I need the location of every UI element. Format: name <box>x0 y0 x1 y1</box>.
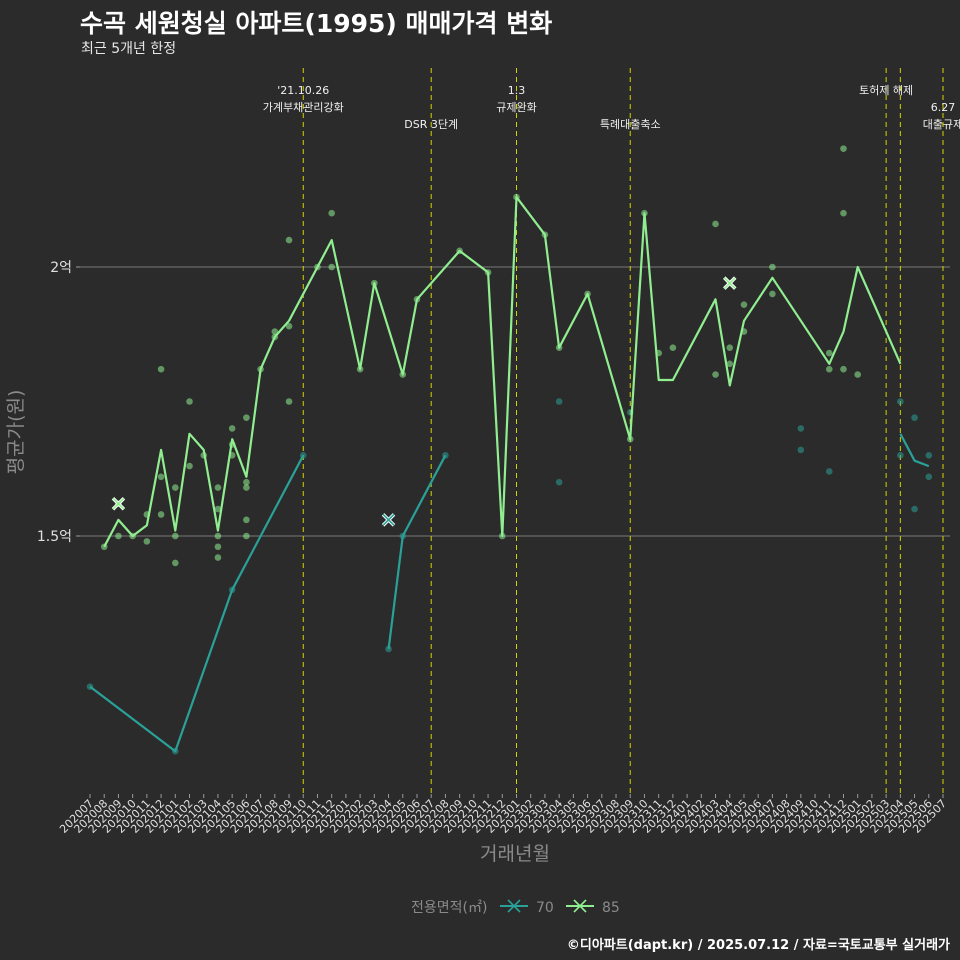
legend-title: 전용면적(㎡) <box>411 900 487 916</box>
event-label: 토허제 해제 <box>859 83 913 97</box>
source-caption: ©디아파트(dapt.kr) / 2025.07.12 / 자료=국토교통부 실… <box>566 938 950 953</box>
legend-label-85: 85 <box>602 900 620 916</box>
data-point-70 <box>897 398 904 405</box>
data-point-70 <box>555 478 563 486</box>
data-point-85 <box>214 543 222 551</box>
data-point-85 <box>271 328 279 335</box>
y-axis-label: 평균가(원) <box>5 390 27 475</box>
y-tick-label: 2억 <box>50 260 72 276</box>
data-point-85 <box>769 290 776 298</box>
data-point-85 <box>840 365 847 373</box>
legend-key-cross <box>507 899 521 913</box>
data-point-85 <box>285 398 293 405</box>
event-label: 가계부채관리강화 <box>263 101 344 114</box>
data-point-85 <box>769 263 776 271</box>
data-point-85 <box>285 322 293 330</box>
data-point-85 <box>726 360 734 368</box>
series-line-70 <box>89 454 305 753</box>
data-point-70 <box>911 505 918 513</box>
data-point-70 <box>911 414 918 421</box>
data-point-85 <box>243 484 250 491</box>
series-line-85 <box>103 196 902 548</box>
data-point-85 <box>214 505 222 513</box>
data-point-85 <box>214 554 222 561</box>
event-label: 1.3 <box>508 84 526 97</box>
cross-marker-85 <box>111 496 126 511</box>
chart-title: 수곡 세원청실 아파트(1995) 매매가격 변화 <box>80 9 553 38</box>
data-point-85 <box>825 365 833 373</box>
data-point-85 <box>157 365 165 373</box>
data-point-70 <box>897 452 904 459</box>
data-point-85 <box>712 371 719 378</box>
legend-key-cross <box>573 899 587 913</box>
data-point-70 <box>825 468 833 475</box>
data-point-85 <box>214 484 222 491</box>
data-point-85 <box>840 209 847 217</box>
event-label: 특례대출축소 <box>600 118 661 131</box>
data-point-85 <box>172 484 179 491</box>
data-point-70 <box>797 425 805 432</box>
data-point-85 <box>243 478 250 486</box>
cross-marker-85 <box>723 276 737 290</box>
data-point-85 <box>214 532 222 540</box>
cross-stroke <box>723 277 736 290</box>
data-point-85 <box>157 473 165 481</box>
data-point-70 <box>925 452 933 459</box>
data-point-85 <box>669 344 677 352</box>
event-label: '21.10.26 <box>277 84 329 97</box>
data-point-85 <box>186 398 193 405</box>
event-label: DSR 3단계 <box>404 118 458 131</box>
data-point-85 <box>840 145 847 152</box>
data-point-85 <box>228 425 236 432</box>
series-line-70 <box>387 454 447 650</box>
chart-subtitle: 최근 5개년 한정 <box>81 41 177 57</box>
data-point-85 <box>740 301 748 308</box>
data-point-70 <box>797 446 805 454</box>
data-point-85 <box>172 559 179 567</box>
data-point-85 <box>285 236 293 244</box>
event-label: 대출규제 <box>923 118 960 131</box>
data-point-85 <box>328 209 335 217</box>
event-label: 규제완화 <box>496 101 536 114</box>
data-point-85 <box>328 263 335 271</box>
data-point-70 <box>925 473 933 481</box>
x-axis-label: 거래년월 <box>480 843 550 865</box>
cross-stroke <box>112 497 125 510</box>
data-point-85 <box>186 462 193 470</box>
data-point-85 <box>726 344 734 352</box>
y-tick-label: 1.5억 <box>37 529 72 545</box>
data-point-85 <box>243 532 250 540</box>
data-point-85 <box>712 220 719 228</box>
data-point-85 <box>172 532 179 540</box>
data-point-85 <box>243 414 250 421</box>
data-point-85 <box>115 532 122 540</box>
data-point-85 <box>825 349 833 357</box>
series-line-70 <box>899 433 930 468</box>
data-point-85 <box>243 516 250 524</box>
data-point-85 <box>854 371 861 378</box>
data-point-85 <box>157 511 165 518</box>
cross-marker-70 <box>381 513 396 527</box>
legend-label-70: 70 <box>536 900 554 916</box>
data-point-85 <box>143 538 151 545</box>
event-label: 6.27 <box>931 101 956 114</box>
data-point-70 <box>555 398 563 405</box>
cross-stroke <box>382 513 395 526</box>
